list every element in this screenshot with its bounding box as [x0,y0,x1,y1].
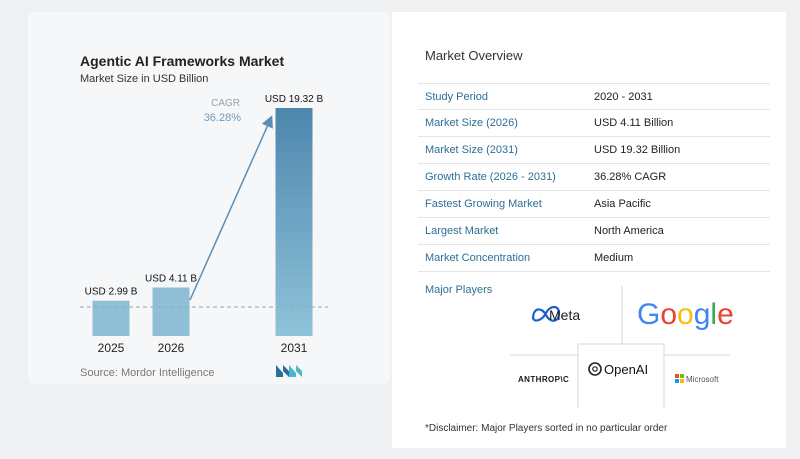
table-row: Study Period 2020 - 2031 [418,83,770,110]
row-value: 36.28% CAGR [594,171,667,183]
anthropic-name: ANTHROP\C [518,375,569,384]
google-name: Google [637,298,734,331]
data-label-2025: USD 2.99 B [85,287,138,298]
meta-name: Meta [549,307,580,323]
chart-card [28,12,390,384]
row-value: North America [594,225,664,237]
openai-name: OpenAI [604,362,648,377]
chart-subtitle: Market Size in USD Billion [80,73,209,85]
row-label: Fastest Growing Market [425,198,542,210]
source-note: Source: Mordor Intelligence [80,367,215,379]
openai-icon [588,362,602,376]
disclaimer: *Disclaimer: Major Players sorted in no … [425,423,668,434]
cagr-label: CAGR [211,98,240,109]
table-row: Market Size (2026) USD 4.11 Billion [418,110,770,137]
meta-logo: Meta [531,305,580,323]
row-value: USD 4.11 Billion [594,117,674,129]
table-row: Market Size (2031) USD 19.32 Billion [418,137,770,164]
x-tick-label-2025: 2025 [98,341,125,355]
overview-card [392,12,786,448]
meta-icon [531,305,561,322]
x-tick-label-2031: 2031 [281,341,308,355]
data-label-2026: USD 4.11 B [145,274,197,285]
data-label-2031: USD 19.32 B [265,94,324,105]
mordor-intelligence-logo-icon [276,365,302,377]
row-value: USD 19.32 Billion [594,144,681,156]
cagr-arrow [189,115,273,301]
row-label: Market Size (2026) [425,117,518,129]
table-row: Fastest Growing Market Asia Pacific [418,191,770,218]
row-label: Study Period [425,91,488,103]
microsoft-icon [675,374,684,383]
microsoft-logo: Microsoft [675,374,719,384]
bar-chart: USD 2.99 B 2025 USD 4.11 B 2026 USD 19.32 B 2… [80,94,328,355]
major-players-label: Major Players [425,284,493,296]
x-tick-label-2026: 2026 [158,341,185,355]
row-label: Largest Market [425,225,499,237]
table-row: Largest Market North America [418,218,770,245]
row-label: Growth Rate (2026 - 2031) [425,171,556,183]
table-row: Growth Rate (2026 - 2031) 36.28% CAGR [418,164,770,191]
cagr-value: 36.28% [204,112,242,124]
microsoft-name: Microsoft [686,375,719,384]
overview-title: Market Overview [425,48,523,63]
openai-logo: OpenAI [588,362,648,377]
row-value: Asia Pacific [594,198,651,210]
row-label: Market Concentration [425,252,531,264]
row-value: 2020 - 2031 [594,91,653,103]
row-value: Medium [594,252,634,264]
overview-table: Study Period 2020 - 2031 Market Size (20… [418,83,770,272]
table-row: Market Concentration Medium [418,245,770,272]
bar-2026 [152,287,190,336]
bar-2031 [275,108,313,336]
chart-title: Agentic AI Frameworks Market [80,53,285,69]
row-label: Market Size (2031) [425,144,518,156]
